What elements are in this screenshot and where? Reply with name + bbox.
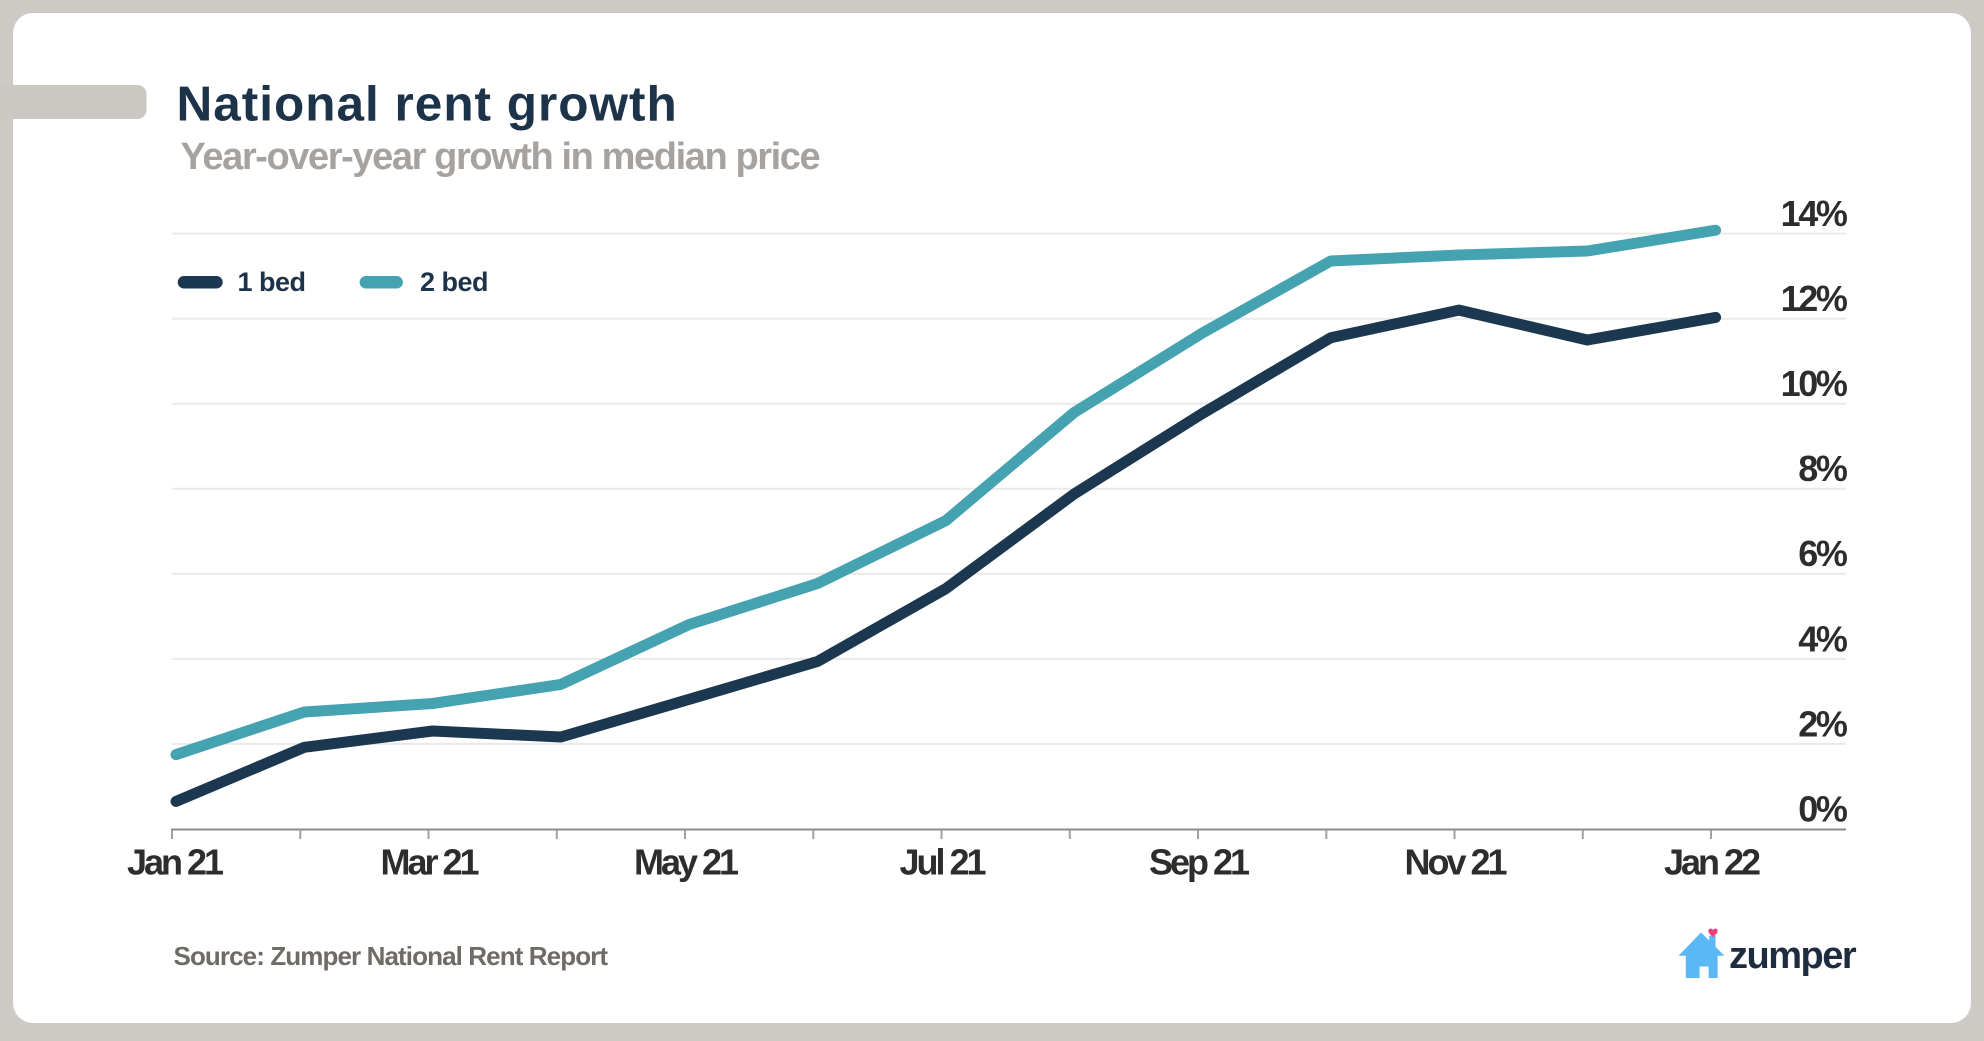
svg-text:1 bed: 1 bed — [238, 267, 306, 297]
svg-text:Source: Zumper National Rent R: Source: Zumper National Rent Report — [174, 941, 609, 971]
svg-text:10%: 10% — [1781, 363, 1848, 404]
svg-text:12%: 12% — [1781, 278, 1848, 319]
svg-text:Jan 21: Jan 21 — [127, 841, 224, 882]
svg-text:zumper: zumper — [1729, 935, 1857, 977]
svg-text:Nov 21: Nov 21 — [1404, 841, 1507, 882]
svg-text:Jan 22: Jan 22 — [1664, 841, 1760, 882]
svg-text:2 bed: 2 bed — [420, 267, 488, 297]
svg-text:Mar 21: Mar 21 — [380, 841, 479, 882]
svg-text:May 21: May 21 — [634, 841, 739, 882]
svg-text:14%: 14% — [1781, 193, 1848, 234]
svg-text:2%: 2% — [1798, 703, 1848, 744]
svg-text:8%: 8% — [1798, 448, 1848, 489]
svg-text:0%: 0% — [1798, 788, 1848, 829]
svg-text:National rent growth: National rent growth — [177, 77, 678, 132]
svg-text:6%: 6% — [1798, 533, 1848, 574]
svg-text:Sep 21: Sep 21 — [1149, 841, 1250, 882]
svg-text:4%: 4% — [1798, 618, 1848, 659]
svg-text:Year-over-year growth in media: Year-over-year growth in median price — [181, 136, 820, 178]
svg-text:Jul 21: Jul 21 — [899, 841, 986, 882]
